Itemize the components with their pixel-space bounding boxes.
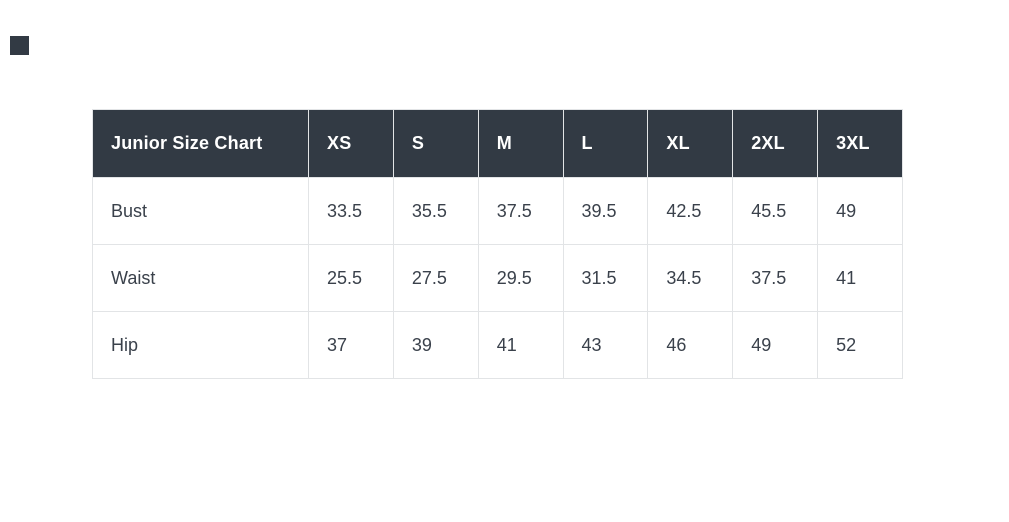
- cell-bust-xs: 33.5: [308, 177, 394, 245]
- cell-bust-xl: 42.5: [647, 177, 734, 245]
- cell-bust-l: 39.5: [562, 177, 649, 245]
- cell-bust-2xl: 45.5: [732, 177, 819, 245]
- corner-dark-square: [10, 36, 29, 55]
- cell-hip-l: 43: [562, 311, 649, 379]
- cell-hip-xs: 37: [308, 311, 394, 379]
- cell-waist-l: 31.5: [562, 244, 649, 312]
- cell-waist-3xl: 41: [817, 244, 903, 312]
- cell-hip-s: 39: [392, 311, 479, 379]
- table-row-hip: Hip 37 39 41 43 46 49 52: [92, 311, 903, 379]
- cell-hip-m: 41: [477, 311, 564, 379]
- cell-waist-m: 29.5: [477, 244, 564, 312]
- column-header-s: S: [392, 109, 479, 178]
- column-header-3xl: 3XL: [817, 109, 903, 178]
- row-label-hip: Hip: [92, 311, 309, 379]
- cell-waist-xl: 34.5: [647, 244, 734, 312]
- row-label-bust: Bust: [92, 177, 309, 245]
- column-header-2xl: 2XL: [732, 109, 819, 178]
- cell-waist-xs: 25.5: [308, 244, 394, 312]
- cell-hip-3xl: 52: [817, 311, 903, 379]
- junior-size-chart-table: Junior Size Chart XS S M L XL 2XL 3XL Bu…: [92, 109, 903, 379]
- column-header-m: M: [477, 109, 564, 178]
- cell-hip-2xl: 49: [732, 311, 819, 379]
- table-title: Junior Size Chart: [92, 109, 309, 178]
- header-row: Junior Size Chart XS S M L XL 2XL 3XL: [92, 109, 903, 178]
- column-header-xs: XS: [308, 109, 394, 178]
- cell-waist-s: 27.5: [392, 244, 479, 312]
- cell-bust-m: 37.5: [477, 177, 564, 245]
- column-header-l: L: [562, 109, 649, 178]
- table-row-waist: Waist 25.5 27.5 29.5 31.5 34.5 37.5 41: [92, 244, 903, 312]
- row-label-waist: Waist: [92, 244, 309, 312]
- cell-bust-3xl: 49: [817, 177, 903, 245]
- cell-hip-xl: 46: [647, 311, 734, 379]
- cell-bust-s: 35.5: [392, 177, 479, 245]
- column-header-xl: XL: [647, 109, 734, 178]
- table-row-bust: Bust 33.5 35.5 37.5 39.5 42.5 45.5 49: [92, 177, 903, 245]
- cell-waist-2xl: 37.5: [732, 244, 819, 312]
